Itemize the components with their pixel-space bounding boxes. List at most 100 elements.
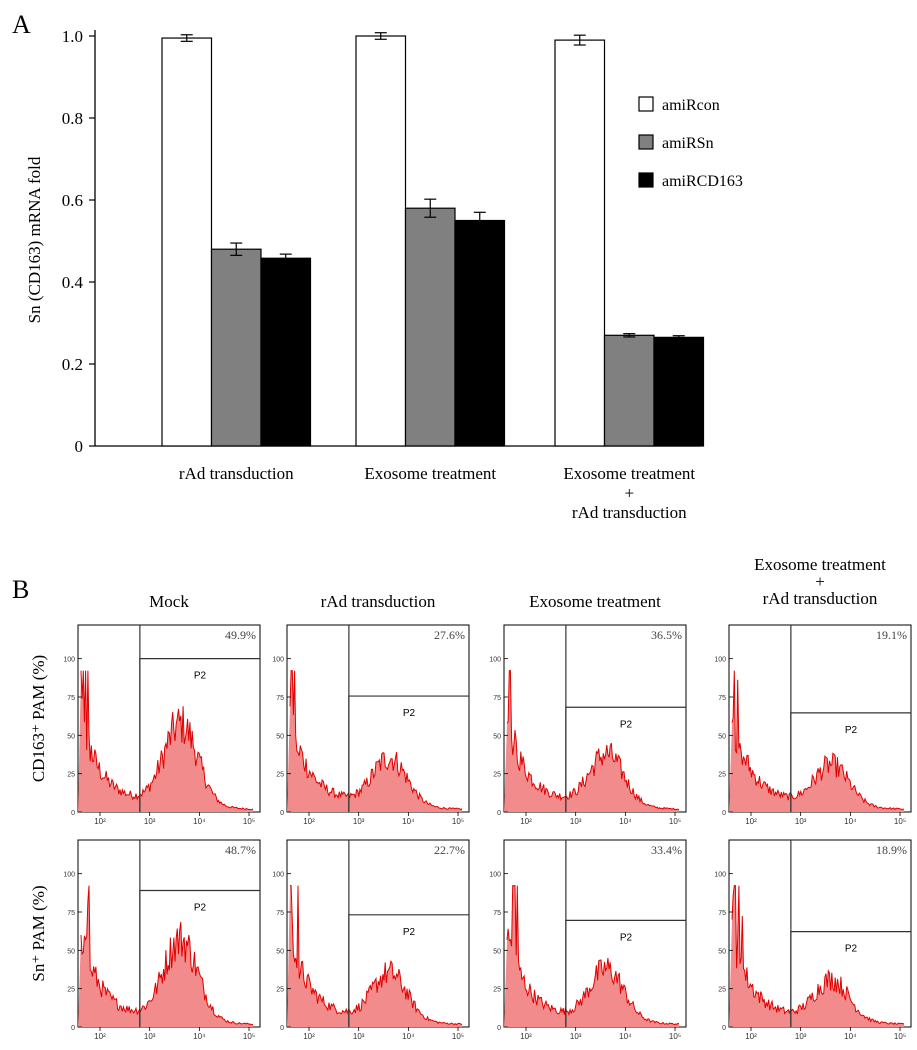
percentage-label: 49.9% xyxy=(225,628,256,642)
panel-b-plots: P2 49.9% 0 25 50 75 100 10² 10³ 10⁴ 10⁵ P2 27.6% 0 25 5… xyxy=(63,624,912,1041)
bar-amiRSn xyxy=(404,207,456,447)
gate-label: P2 xyxy=(620,719,633,730)
x-tick-label: 10³ xyxy=(353,1032,365,1041)
y-tick-label: 25 xyxy=(718,987,726,994)
y-tick-label: 0 xyxy=(722,1025,726,1032)
x-tick-label: 10² xyxy=(303,1032,315,1041)
x-tick-label: 10⁴ xyxy=(844,817,857,826)
panel-b-column-titles: Mock rAd transduction Exosome treatment Exo… xyxy=(149,555,886,611)
y-tick-label: 50 xyxy=(718,948,726,955)
percentage-label: 18.9% xyxy=(876,843,907,857)
panel-a-bars xyxy=(161,32,705,447)
gate-label: P2 xyxy=(845,725,858,736)
bar-amiRcon xyxy=(554,39,606,447)
y-tick-label: 50 xyxy=(67,733,75,740)
panel-a-y-ticks: 0 0.2 0.4 0.6 0.8 1.0 xyxy=(62,27,95,456)
x-tick-label: 10² xyxy=(520,817,532,826)
gate-label: P2 xyxy=(194,671,207,682)
panel-b-row-labels: CD163⁺ PAM (%) Sn⁺ PAM (%) xyxy=(29,655,48,982)
panel-b-histograms: B Mock rAd transduction Exosome treatment E… xyxy=(12,555,912,1041)
y-tick-label: 100 xyxy=(63,872,75,879)
histogram-line xyxy=(80,670,254,811)
x-tick-label: 10³ xyxy=(570,817,582,826)
y-tick-label: 75 xyxy=(276,910,284,917)
x-tick-label: 10⁴ xyxy=(402,1032,415,1041)
percentage-label: 19.1% xyxy=(876,628,907,642)
y-tick-label: 25 xyxy=(276,987,284,994)
gate-region xyxy=(565,919,686,1027)
percentage-label: 22.7% xyxy=(434,843,465,857)
histogram-fill xyxy=(78,670,253,812)
legend-swatch-amiRcon xyxy=(638,96,654,112)
x-tick-label: 10⁴ xyxy=(619,817,632,826)
x-tick-label: 10⁴ xyxy=(844,1032,857,1041)
y-tick-label: 25 xyxy=(276,772,284,779)
y-tick-label: 75 xyxy=(718,910,726,917)
y-tick-label: 75 xyxy=(493,695,501,702)
y-tick-label: 0 xyxy=(497,810,501,817)
histogram-fill xyxy=(729,670,904,812)
histogram-fill xyxy=(504,885,679,1027)
y-tick-label: 50 xyxy=(276,948,284,955)
histogram-line xyxy=(506,885,679,1026)
x-tick-label: 10³ xyxy=(795,817,807,826)
y-tick-label: 0.4 xyxy=(62,273,84,292)
histogram-plot: P2 49.9% 0 25 50 75 100 10² 10³ 10⁴ 10⁵ xyxy=(63,624,261,826)
x-tick-label: 10² xyxy=(520,1032,532,1041)
percentage-label: 48.7% xyxy=(225,843,256,857)
percentage-label: 27.6% xyxy=(434,628,465,642)
percentage-label: 36.5% xyxy=(651,628,682,642)
histogram-plot: P2 36.5% 0 25 50 75 100 10² 10³ 10⁴ 10⁵ xyxy=(489,624,687,826)
histogram-plot: P2 48.7% 0 25 50 75 100 10² 10³ 10⁴ 10⁵ xyxy=(63,839,261,1041)
y-tick-label: 0 xyxy=(497,1025,501,1032)
gate-region xyxy=(139,658,260,812)
y-tick-label: 0 xyxy=(280,810,284,817)
histogram-line xyxy=(290,885,463,1026)
y-tick-label: 0 xyxy=(75,437,84,456)
y-tick-label: 100 xyxy=(714,872,726,879)
row-label: Sn⁺ PAM (%) xyxy=(29,885,48,981)
x-tick-label: 10⁴ xyxy=(193,1032,206,1041)
x-tick-label: 10³ xyxy=(353,817,365,826)
bar-amiRCD163 xyxy=(260,257,312,447)
gate-region xyxy=(565,706,686,812)
histogram-fill xyxy=(78,885,253,1027)
panel-b-letter: B xyxy=(12,575,29,604)
bar-amiRCD163 xyxy=(454,219,506,447)
row-label: CD163⁺ PAM (%) xyxy=(29,655,48,782)
panel-a-legend: amiRcon amiRSn amiRCD163 xyxy=(638,96,743,190)
y-tick-label: 100 xyxy=(714,657,726,664)
x-tick-label: 10³ xyxy=(144,817,156,826)
x-tick-label: 10³ xyxy=(570,1032,582,1041)
category-label: Exosome treatment xyxy=(563,464,695,483)
y-tick-label: 25 xyxy=(67,987,75,994)
column-title: Exosome treatment xyxy=(529,592,661,611)
histogram-fill xyxy=(729,885,904,1027)
panel-a-category-labels: rAd transduction Exosome treatment Exosome… xyxy=(179,464,695,522)
histogram-line xyxy=(731,885,905,1026)
y-tick-label: 50 xyxy=(493,733,501,740)
histogram-plot: P2 33.4% 0 25 50 75 100 10² 10³ 10⁴ 10⁵ xyxy=(489,839,687,1041)
percentage-label: 33.4% xyxy=(651,843,682,857)
y-tick-label: 75 xyxy=(493,910,501,917)
column-title: + xyxy=(815,572,825,591)
category-label: rAd transduction xyxy=(179,464,294,483)
column-title: rAd transduction xyxy=(763,589,878,608)
histogram-plot: P2 18.9% 0 25 50 75 100 10² 10³ 10⁴ 10⁵ xyxy=(714,839,912,1041)
histogram-line xyxy=(80,885,254,1026)
x-tick-label: 10⁴ xyxy=(402,817,415,826)
gate-region xyxy=(790,931,911,1027)
legend-label: amiRcon xyxy=(662,97,720,114)
y-tick-label: 0.6 xyxy=(62,191,83,210)
legend-label: amiRSn xyxy=(662,135,714,152)
x-tick-label: 10⁴ xyxy=(619,1032,632,1041)
y-tick-label: 25 xyxy=(493,987,501,994)
y-tick-label: 0.2 xyxy=(62,355,83,374)
histogram-fill xyxy=(504,670,679,812)
x-tick-label: 10⁴ xyxy=(193,817,206,826)
legend-swatch-amiRSn xyxy=(638,134,654,150)
y-tick-label: 25 xyxy=(718,772,726,779)
y-tick-label: 0.8 xyxy=(62,109,83,128)
x-tick-label: 10³ xyxy=(795,1032,807,1041)
panel-a-bar-chart: A Sn (CD163) mRNA fold 00.20.40.60.81.0 … xyxy=(12,10,743,522)
